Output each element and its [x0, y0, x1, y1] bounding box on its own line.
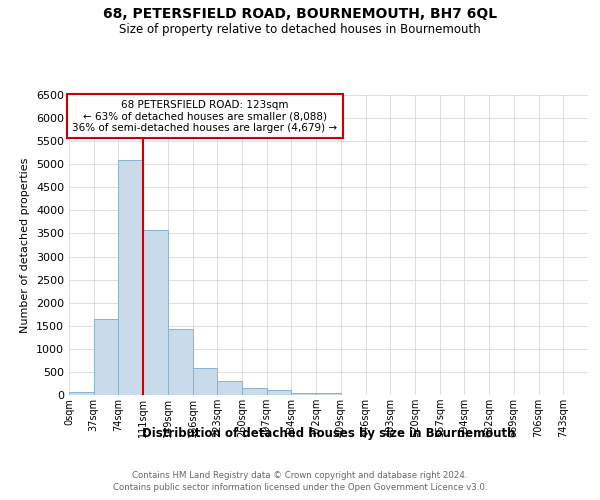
- Bar: [267, 390, 292, 395]
- Text: Size of property relative to detached houses in Bournemouth: Size of property relative to detached ho…: [119, 22, 481, 36]
- Bar: [217, 382, 242, 395]
- Text: Contains public sector information licensed under the Open Government Licence v3: Contains public sector information licen…: [113, 482, 487, 492]
- Bar: [69, 392, 94, 395]
- Text: Contains HM Land Registry data © Crown copyright and database right 2024.: Contains HM Land Registry data © Crown c…: [132, 471, 468, 480]
- Text: 68, PETERSFIELD ROAD, BOURNEMOUTH, BH7 6QL: 68, PETERSFIELD ROAD, BOURNEMOUTH, BH7 6…: [103, 8, 497, 22]
- Bar: [143, 230, 168, 395]
- Bar: [94, 319, 118, 395]
- Bar: [316, 392, 341, 395]
- Bar: [193, 368, 217, 395]
- Bar: [168, 330, 193, 395]
- Text: 68 PETERSFIELD ROAD: 123sqm
← 63% of detached houses are smaller (8,088)
36% of : 68 PETERSFIELD ROAD: 123sqm ← 63% of det…: [73, 100, 337, 133]
- Y-axis label: Number of detached properties: Number of detached properties: [20, 158, 31, 332]
- Bar: [242, 388, 267, 395]
- Text: Distribution of detached houses by size in Bournemouth: Distribution of detached houses by size …: [142, 428, 515, 440]
- Bar: [292, 392, 316, 395]
- Bar: [118, 160, 143, 395]
